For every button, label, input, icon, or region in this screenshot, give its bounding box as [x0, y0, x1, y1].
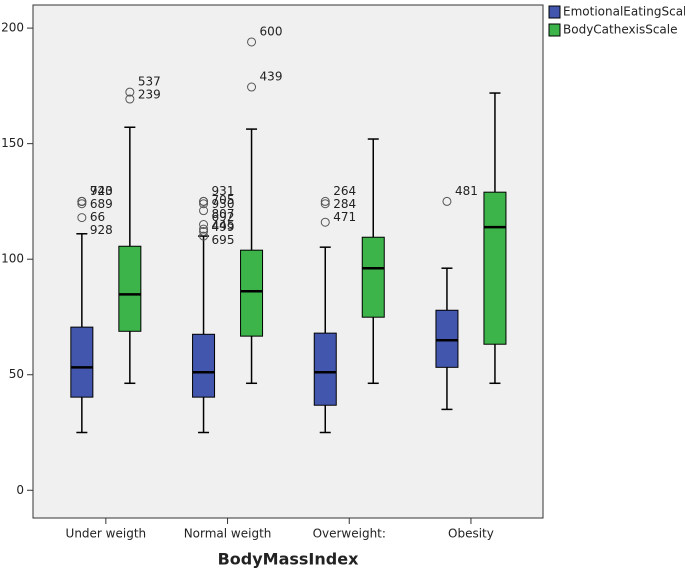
- box: [435, 309, 459, 368]
- outlier-label: 481: [455, 184, 478, 198]
- outlier: [442, 196, 452, 206]
- legend-swatch: [548, 5, 561, 19]
- outlier-label: 537: [138, 75, 161, 89]
- outlier-label: 807: [212, 207, 235, 221]
- outlier-label: 499: [212, 220, 235, 234]
- legend-label: BodyCathexisScale: [563, 23, 677, 37]
- outlier: [199, 226, 209, 236]
- outlier: [320, 196, 330, 206]
- outlier: [320, 199, 330, 209]
- box: [240, 249, 264, 337]
- outlier-label: 692: [212, 210, 235, 224]
- outlier-label: 930: [212, 197, 235, 211]
- y-tick-label: 0: [16, 483, 24, 497]
- outlier: [125, 87, 135, 97]
- outlier-label: 928: [90, 223, 113, 237]
- outlier: [247, 37, 257, 47]
- outlier-label: 931: [212, 184, 235, 198]
- outlier: [199, 224, 209, 234]
- x-tick-label: Obesity: [448, 527, 494, 541]
- outlier-label: 705: [212, 193, 235, 207]
- outlier: [247, 82, 257, 92]
- outlier-label: 66: [90, 210, 105, 224]
- box: [118, 245, 142, 332]
- outlier: [199, 220, 209, 230]
- y-tick-label: 100: [1, 252, 24, 266]
- plot-area: [32, 4, 544, 519]
- box: [483, 191, 507, 345]
- outlier: [77, 196, 87, 206]
- outlier: [199, 231, 209, 241]
- outlier-label: 695: [212, 233, 235, 247]
- x-tick-label: Normal weigth: [184, 527, 272, 541]
- y-tick-label: 50: [9, 367, 24, 381]
- outlier-label: 720: [90, 184, 113, 198]
- outlier: [77, 213, 87, 223]
- box: [313, 332, 337, 406]
- outlier-label: 600: [260, 24, 283, 38]
- outlier-label: 284: [333, 197, 356, 211]
- outlier: [199, 206, 209, 216]
- outlier-label: 239: [138, 88, 161, 102]
- outlier-label: 943: [90, 184, 113, 198]
- y-tick-label: 150: [1, 136, 24, 150]
- x-tick-label: Overweight:: [313, 527, 386, 541]
- box: [192, 333, 216, 398]
- outlier: [199, 196, 209, 206]
- outlier: [320, 217, 330, 227]
- x-axis-title: BodyMassIndex: [218, 550, 359, 569]
- outlier: [199, 199, 209, 209]
- outlier: [77, 199, 87, 209]
- box: [361, 236, 385, 318]
- outlier-label: 439: [260, 70, 283, 84]
- legend-label: EmotionalEatingScale: [563, 5, 685, 19]
- box: [70, 326, 94, 398]
- outlier-label: 471: [333, 210, 356, 224]
- y-tick-label: 200: [1, 21, 24, 35]
- legend-swatch: [548, 23, 561, 37]
- outlier-label: 445: [212, 219, 235, 233]
- x-tick-label: Under weigth: [66, 527, 147, 541]
- outlier: [125, 94, 135, 104]
- outlier-label: 689: [90, 197, 113, 211]
- outlier-label: 264: [333, 184, 356, 198]
